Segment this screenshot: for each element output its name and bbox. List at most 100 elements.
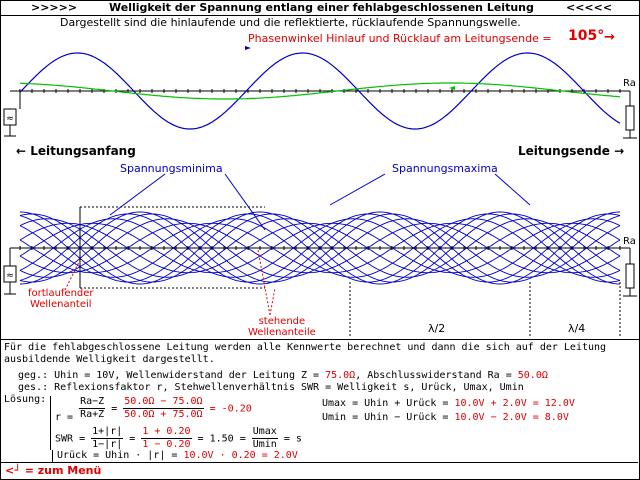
standing-wave-lines xyxy=(19,211,621,285)
swr-eq: SWR = xyxy=(55,433,86,445)
arrow-left-icon: ← xyxy=(16,144,27,158)
leitungsende-text: Leitungsende xyxy=(518,144,610,158)
geg-label: geg.: xyxy=(18,370,49,381)
swr-frac-values: 1 + 0.20 1 − 0.20 xyxy=(141,426,192,451)
phase-value: 105° xyxy=(568,28,605,44)
umin-values: 10.0V − 2.0V = 8.0V xyxy=(454,412,569,423)
swr-num-u: Umax xyxy=(251,426,278,439)
arrow-right-icon: → xyxy=(614,144,625,158)
back-to-menu-key-icon[interactable]: <┘ xyxy=(5,464,21,477)
label-stehend: stehende Wellenanteile xyxy=(248,316,316,338)
umax-values: 10.0V + 2.0V = 12.0V xyxy=(454,398,575,409)
ges-label: ges.: xyxy=(18,382,49,393)
title-right-arrows: <<<<< xyxy=(566,1,613,14)
r-formula: r = Ra−Z Ra+Z = 50.0Ω − 75.0Ω 50.0Ω + 75… xyxy=(50,396,252,426)
r-num-values: 50.0Ω − 75.0Ω xyxy=(123,396,204,409)
r-frac: Ra−Z Ra+Z xyxy=(79,396,106,421)
top-wave-panel: ≈ Ra xyxy=(3,46,637,139)
r-den: Ra+Z xyxy=(80,409,105,420)
leitungsende-label: Leitungsende → xyxy=(518,144,624,158)
ra-label-bottom: Ra xyxy=(623,236,636,247)
top-caption: Dargestellt sind die hinlaufende und die… xyxy=(60,16,521,29)
standing-wave-line xyxy=(19,222,621,274)
label-stehend-line2: Wellenanteile xyxy=(248,327,316,338)
label-minima: Spannungsminima xyxy=(120,162,223,175)
reflected-wave xyxy=(19,82,621,100)
standing-wave-line xyxy=(19,213,621,283)
load-resistor xyxy=(625,105,635,131)
swr-frac: 1+|r| 1−|r| xyxy=(91,426,124,451)
geg-line: geg.: Uhin = 10V, Wellenwiderstand der L… xyxy=(18,370,548,382)
loesung-label: Lösung: xyxy=(4,394,47,405)
swr-den-values: 1 − 0.20 xyxy=(142,439,191,450)
standing-wave-panel: ≈ Ra xyxy=(3,173,637,338)
swr-num: 1+|r| xyxy=(91,426,124,439)
swr-num-values: 1 + 0.20 xyxy=(141,426,192,439)
swr-formula: SWR = 1+|r| 1−|r| = 1 + 0.20 1 − 0.20 = … xyxy=(50,426,302,450)
geg-text-a: Uhin = 10V, Wellenwiderstand der Leitung… xyxy=(54,370,320,381)
label-stehend-line1: stehende xyxy=(258,316,306,327)
forward-wave-arrow-icon xyxy=(245,46,251,50)
maxima-callout-2 xyxy=(494,173,531,206)
minima-callout-2 xyxy=(224,173,266,231)
label-fortlaufend-line1: fortlaufender xyxy=(28,288,94,299)
standing-wave-line xyxy=(19,218,621,278)
urueck-text: Urück = Uhin · |r| = xyxy=(57,450,178,461)
label-fortlaufend: fortlaufender Wellenanteil xyxy=(28,288,94,310)
urueck-values: 10.0V · 0.20 = 2.0V xyxy=(183,450,298,461)
geg-text-b: , Abschlusswiderstand Ra = xyxy=(355,370,512,381)
load2-resistor xyxy=(625,263,635,289)
ges-line: ges.: Reflexionsfaktor r, Stehwellenverh… xyxy=(18,382,524,394)
leitungsanfang-label: ← Leitungsanfang xyxy=(16,144,136,158)
geg-ra-value: 50.0Ω xyxy=(517,370,548,381)
swr-s: = s xyxy=(283,433,302,445)
standing-wave-line xyxy=(19,222,621,274)
geg-z-value: 75.0Ω xyxy=(325,370,356,381)
title-bar: >>>>> Welligkeit der Spannung entlang ei… xyxy=(1,1,639,16)
title-left-arrows: >>>>> xyxy=(31,1,78,14)
phase-arrow-icon: → xyxy=(604,30,615,45)
r-den-values: 50.0Ω + 75.0Ω xyxy=(124,409,203,420)
text-divider xyxy=(0,339,640,340)
label-maxima: Spannungsmaxima xyxy=(392,162,498,175)
page-title: Welligkeit der Spannung entlang einer fe… xyxy=(109,1,534,14)
minima-callout-1 xyxy=(109,173,166,216)
leitungsanfang-text: Leitungsanfang xyxy=(30,144,136,158)
stehend-callout-1 xyxy=(257,249,271,316)
umax-text: Umax = Uhin + Urück = xyxy=(322,398,449,409)
ges-text: Reflexionsfaktor r, Stehwellenverhältnis… xyxy=(54,382,524,393)
standing-wave-line xyxy=(19,218,621,278)
reflected-wave-arrow-icon xyxy=(449,86,455,90)
back-to-menu-button[interactable]: = zum Menü xyxy=(24,464,102,477)
lambda-quarter-label: λ/4 xyxy=(568,322,586,335)
swr-result: = 1.50 = xyxy=(197,433,246,445)
umin-line: Umin = Uhin − Urück = 10.0V − 2.0V = 8.0… xyxy=(322,412,569,424)
standing-axis-ticks xyxy=(19,246,621,250)
maxima-callout-1 xyxy=(329,173,386,206)
r-eq2: = xyxy=(111,403,118,415)
source-symbol-icon: ≈ xyxy=(6,114,14,124)
swr-frac-u: Umax Umin xyxy=(251,426,278,451)
r-frac-values: 50.0Ω − 75.0Ω 50.0Ω + 75.0Ω xyxy=(123,396,204,421)
intro-line-2: ausbildende Welligkeit dargestellt. xyxy=(4,354,215,365)
label-fortlaufend-line2: Wellenanteil xyxy=(29,299,92,310)
menu-bar: <┘ = zum Menü xyxy=(1,462,638,479)
r-eq: r = xyxy=(55,411,74,423)
urueck-line: Urück = Uhin · |r| = 10.0V · 0.20 = 2.0V xyxy=(52,450,298,462)
ra-label-top: Ra xyxy=(623,78,636,89)
phase-label: Phasenwinkel Hinlauf und Rücklauf am Lei… xyxy=(248,32,552,45)
fortlaufend-callout xyxy=(64,259,81,291)
swr-den-u: Umin xyxy=(252,439,277,450)
intro-line-1: Für die fehlabgeschlossene Leitung werde… xyxy=(4,342,607,353)
umax-line: Umax = Uhin + Urück = 10.0V + 2.0V = 12.… xyxy=(322,398,575,410)
stehend-callout-2 xyxy=(269,287,276,316)
forward-wave xyxy=(19,52,621,130)
lambda-half-label: λ/2 xyxy=(428,322,446,335)
r-num: Ra−Z xyxy=(79,396,106,409)
source2-symbol-icon: ≈ xyxy=(6,271,14,281)
swr-den: 1−|r| xyxy=(92,439,123,450)
standing-wave-line xyxy=(19,213,621,283)
swr-eq2: = xyxy=(129,433,136,445)
r-result: = -0.20 xyxy=(209,403,252,415)
umin-text: Umin = Uhin − Urück = xyxy=(322,412,449,423)
